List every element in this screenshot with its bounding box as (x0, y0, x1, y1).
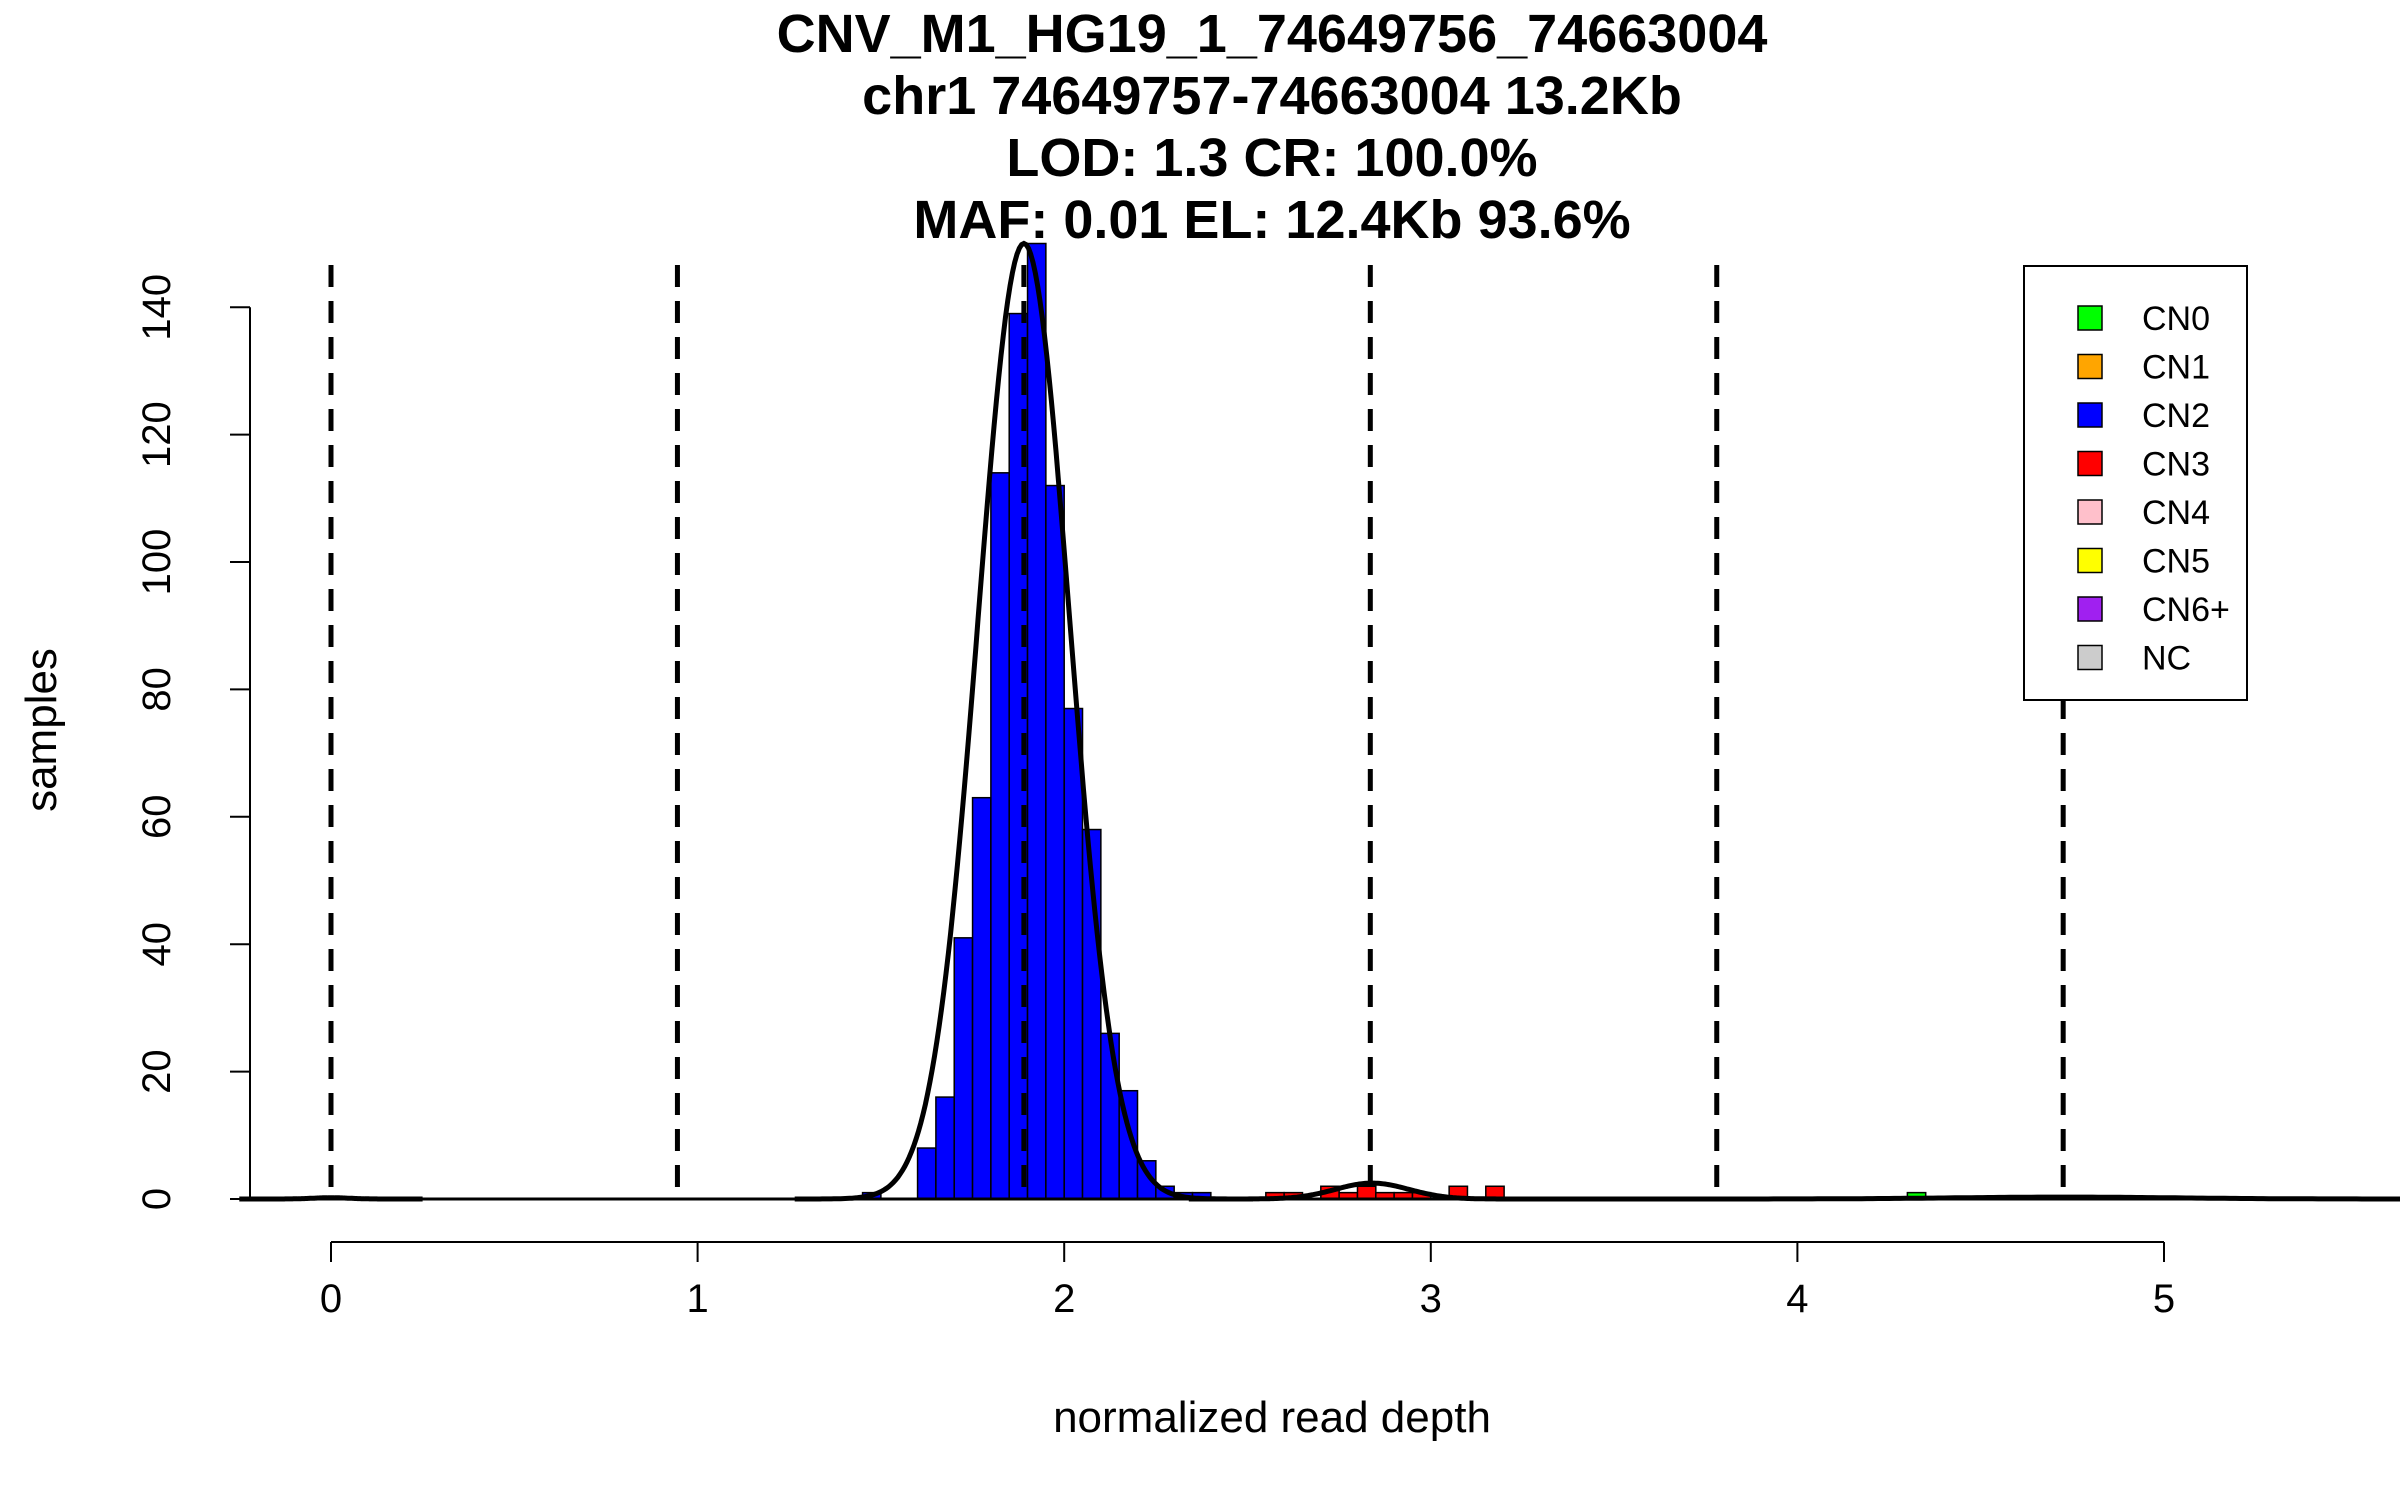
y-tick-label: 140 (135, 274, 179, 341)
histogram-bar (971, 796, 992, 1200)
histogram-bar (935, 1096, 955, 1200)
histogram-bar (1045, 484, 1065, 1200)
legend-swatch (2077, 499, 2103, 525)
legend-label: CN4 (2142, 494, 2210, 532)
x-tick-label: 1 (686, 1277, 708, 1321)
histogram-bar (916, 1147, 937, 1200)
x-tick-label: 3 (1420, 1277, 1442, 1321)
x-tick-label: 5 (2153, 1277, 2175, 1321)
histogram-bar (1356, 1185, 1377, 1200)
fit-curve (239, 1195, 423, 1202)
legend-label: CN2 (2142, 397, 2210, 435)
legend-box (2023, 265, 2248, 701)
fit-curve (794, 240, 1253, 1202)
y-axis-label: samples (17, 648, 66, 812)
legend-swatch (2077, 402, 2103, 428)
legend-label: NC (2142, 640, 2191, 678)
legend-label: CN0 (2142, 300, 2210, 338)
histogram-bar (990, 472, 1010, 1200)
x-tick-label: 0 (320, 1277, 342, 1321)
x-tick-label: 2 (1053, 1277, 1075, 1321)
x-axis: 0 1 2 3 4 5 (320, 1241, 2175, 1321)
title-line-3: LOD: 1.3 CR: 100.0% (1006, 128, 1537, 188)
histogram-bar (1063, 707, 1084, 1200)
legend-label: CN3 (2142, 446, 2210, 484)
legend: CN0 CN1 CN2 CN3 CN4 CN5 CN6+ NC (2023, 265, 2248, 701)
title-line-2: chr1 74649757-74663004 13.2Kb (862, 66, 1682, 126)
legend-swatch (2077, 547, 2103, 574)
y-tick-label: 20 (135, 1049, 179, 1094)
histogram-bar (953, 937, 974, 1200)
x-tick-label: 4 (1786, 1277, 1808, 1321)
legend-swatch (2077, 596, 2103, 622)
legend-swatch (2077, 305, 2103, 331)
y-tick-label: 60 (135, 795, 179, 840)
legend-label: CN5 (2142, 543, 2210, 581)
title-line-4: MAF: 0.01 EL: 12.4Kb 93.6% (913, 190, 1630, 250)
title-line-1: CNV_M1_HG19_1_74649756_74663004 (777, 4, 1768, 64)
legend-label: CN6+ (2142, 591, 2230, 629)
x-axis-label: normalized read depth (1053, 1393, 1491, 1442)
y-tick-label: 40 (135, 922, 179, 967)
legend-swatch (2077, 644, 2103, 671)
y-axis: 0 20 40 60 80 100 120 140 (135, 274, 251, 1210)
y-tick-label: 80 (135, 667, 179, 712)
y-tick-label: 100 (135, 529, 179, 596)
fit-curve (1515, 1194, 2400, 1202)
legend-swatch (2077, 450, 2103, 477)
histogram-bar (1100, 1032, 1120, 1200)
legend-label: CN1 (2142, 349, 2210, 387)
cn-mean-lines (328, 265, 2066, 1199)
legend-swatch (2077, 353, 2103, 380)
histogram-bar (1026, 242, 1047, 1200)
y-tick-label: 120 (135, 401, 179, 468)
y-tick-label: 0 (135, 1188, 179, 1210)
chart-title: CNV_M1_HG19_1_74649756_74663004 chr1 746… (777, 4, 1768, 250)
